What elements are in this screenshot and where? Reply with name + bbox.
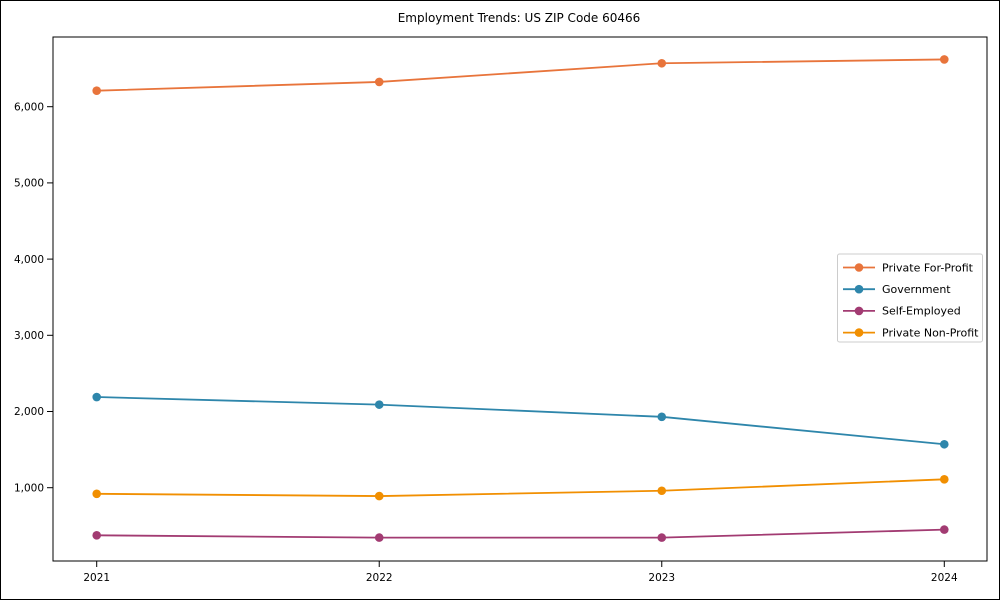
series-marker-self-employed [657, 533, 667, 542]
series-marker-private-for-profit [92, 86, 101, 95]
series-marker-private-for-profit [939, 55, 949, 64]
series-line-self-employed [96, 528, 945, 539]
series-marker-private-non-profit [657, 486, 667, 496]
y-axis-tick-label: 5,000 [14, 178, 44, 190]
series-marker-government [92, 392, 101, 402]
legend-item-private-for-profit: Private For-Profit [843, 261, 974, 274]
legend-layer: Private For-Profit Government Self-Employe… [837, 253, 983, 343]
series-marker-private-non-profit [92, 489, 101, 499]
legend-marker [854, 328, 864, 337]
series-line-government [96, 396, 945, 446]
series-layer [92, 55, 949, 542]
series-marker-private-non-profit [939, 475, 949, 484]
x-axis-tick-label: 2022 [366, 572, 393, 584]
chart-title: Employment Trends: US ZIP Code 60466 [398, 11, 641, 25]
y-axis-tick-label: 2,000 [14, 406, 44, 418]
legend-marker [854, 263, 864, 272]
legend-item-private-non-profit: Private Non-Profit [843, 326, 979, 339]
legend-label: Government [882, 283, 951, 296]
plot-frame [52, 36, 988, 562]
series-line-private-non-profit [96, 478, 945, 497]
series-marker-government [374, 400, 384, 409]
series-marker-private-for-profit [374, 77, 384, 87]
y-axis-tick-label: 3,000 [14, 330, 44, 342]
legend-label: Private Non-Profit [882, 326, 979, 339]
y-axis-tick-label: 6,000 [14, 101, 44, 113]
y-axis-tick-label: 4,000 [14, 254, 44, 266]
series-marker-private-non-profit [374, 491, 384, 501]
series-line-private-for-profit [96, 58, 945, 92]
axes-layer: 1,000 2,000 3,000 4,000 5,000 6,000 2021 2022 20… [14, 36, 988, 584]
x-axis-tick-label: 2024 [931, 572, 958, 584]
legend-marker [854, 306, 864, 316]
x-axis-tick-label: 2021 [83, 572, 110, 584]
series-marker-government [939, 439, 949, 449]
legend-item-government: Government [843, 283, 951, 296]
y-axis-tick-label: 1,000 [14, 482, 44, 494]
legend-marker [854, 284, 864, 294]
series-marker-self-employed [92, 531, 101, 540]
series-marker-self-employed [939, 525, 949, 534]
legend-label: Self-Employed [882, 305, 961, 318]
legend-label: Private For-Profit [882, 261, 974, 274]
series-marker-self-employed [374, 533, 384, 542]
series-marker-government [657, 412, 667, 422]
x-axis-tick-label: 2023 [648, 572, 675, 584]
legend-item-self-employed: Self-Employed [843, 305, 961, 318]
series-marker-private-for-profit [657, 58, 667, 68]
legend-box [837, 253, 983, 343]
